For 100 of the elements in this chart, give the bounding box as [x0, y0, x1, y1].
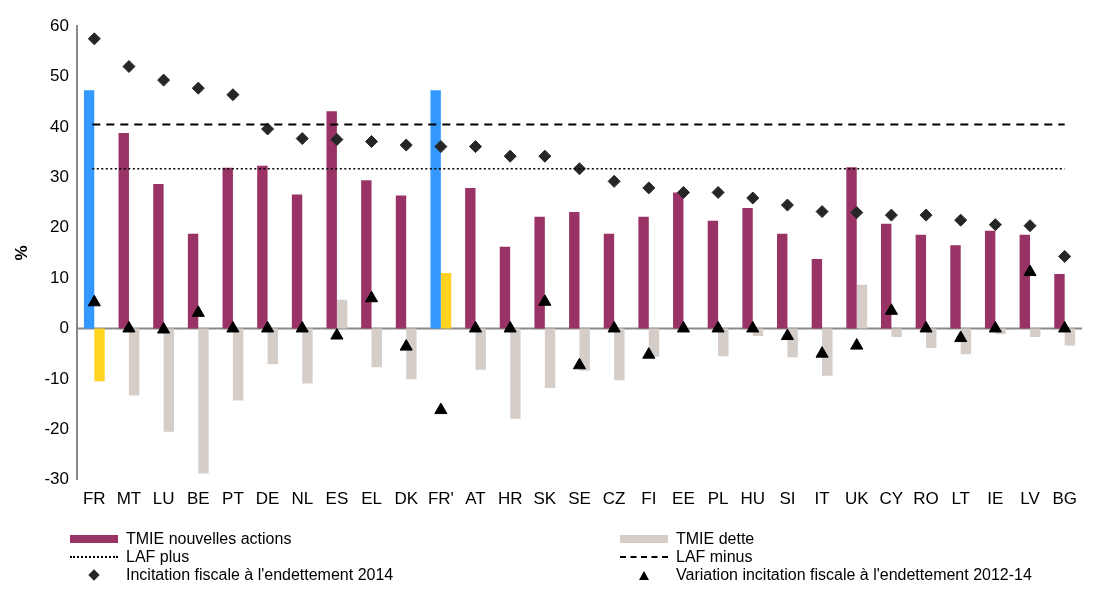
bar	[811, 258, 823, 329]
point	[87, 32, 101, 46]
point	[503, 320, 517, 333]
legend-label: LAF minus	[676, 548, 753, 566]
point	[1058, 249, 1072, 263]
point	[884, 303, 898, 315]
bar	[707, 220, 719, 329]
x-tick-label: LU	[152, 489, 175, 509]
bar	[846, 167, 857, 329]
bar	[153, 183, 164, 329]
y-tick-label: -30	[44, 469, 69, 489]
y-tick-label: 10	[50, 267, 69, 287]
bar	[1030, 328, 1041, 338]
point	[295, 320, 309, 333]
bar	[406, 328, 417, 380]
x-tick-label: HR	[497, 489, 523, 509]
bar	[83, 90, 95, 329]
x-tick-label: DE	[255, 489, 280, 509]
y-tick-label: 60	[50, 15, 69, 35]
point	[157, 73, 171, 87]
y-tick-label: 20	[50, 217, 69, 237]
bar	[395, 195, 407, 329]
bar	[880, 223, 892, 329]
x-tick-label: CZ	[602, 489, 626, 509]
bar	[257, 165, 268, 329]
point	[330, 328, 344, 340]
point	[330, 133, 344, 147]
bar	[1019, 234, 1031, 329]
point	[850, 206, 864, 220]
point	[261, 122, 275, 136]
point	[399, 339, 413, 351]
x-tick-label: FR'	[427, 489, 454, 509]
bar	[118, 133, 129, 329]
bar	[742, 208, 753, 329]
x-tick-label: IE	[987, 489, 1004, 509]
point	[572, 357, 587, 370]
legend-label: TMIE nouvelles actions	[126, 530, 292, 548]
bar	[984, 230, 996, 329]
point	[850, 338, 864, 350]
bar	[336, 299, 348, 329]
bar	[579, 328, 590, 371]
point	[365, 135, 379, 149]
bar	[1054, 274, 1065, 329]
point	[676, 320, 691, 333]
point	[676, 185, 690, 199]
x-tick-label: SE	[568, 489, 591, 509]
point	[919, 208, 933, 222]
point	[157, 321, 171, 334]
bar	[673, 192, 684, 329]
point	[1023, 264, 1037, 277]
bar	[718, 328, 729, 357]
x-tick-label: CY	[879, 489, 904, 509]
y-tick-label: 50	[50, 66, 69, 86]
x-tick-label: SK	[533, 489, 557, 509]
bar	[614, 328, 625, 381]
x-tick-label: UK	[844, 489, 870, 509]
x-tick-label: DK	[394, 489, 419, 509]
point	[122, 320, 136, 333]
x-tick-label: NL	[291, 489, 314, 509]
point	[746, 320, 760, 333]
bar	[430, 90, 441, 329]
point	[884, 208, 898, 222]
bar	[544, 328, 556, 388]
bar	[777, 233, 788, 329]
x-tick-label: LV	[1020, 489, 1041, 509]
point	[503, 149, 517, 163]
point	[538, 294, 552, 306]
point	[711, 185, 725, 199]
point	[295, 132, 309, 146]
legend-label: Variation incitation fiscale à l'endettement 2012-14	[676, 566, 1032, 584]
point	[954, 213, 968, 227]
x-tick-label: ES	[325, 489, 349, 509]
bar	[361, 180, 372, 329]
legend-label: Incitation fiscale à l'endettement 2014	[126, 566, 394, 584]
x-tick-label: HU	[740, 489, 766, 509]
point	[815, 346, 829, 358]
x-tick-label: IT	[814, 489, 830, 509]
point	[642, 181, 656, 195]
y-axis-title: %	[11, 245, 31, 261]
point	[607, 174, 621, 188]
bar	[163, 328, 175, 432]
x-tick-label: PT	[222, 489, 244, 509]
x-tick-label: EE	[672, 489, 695, 509]
point	[468, 320, 483, 333]
bar	[510, 328, 521, 419]
bar	[128, 328, 140, 396]
point	[1023, 219, 1037, 233]
bar	[950, 245, 961, 329]
point	[780, 328, 794, 341]
point	[191, 305, 205, 317]
bar	[222, 167, 233, 329]
bar	[371, 328, 382, 368]
x-tick-label: MT	[116, 489, 142, 509]
bar	[198, 328, 209, 474]
point	[226, 88, 240, 102]
x-tick-label: BE	[186, 489, 210, 509]
y-tick-label: -20	[44, 418, 69, 438]
point	[87, 294, 101, 307]
point	[469, 140, 483, 154]
legend-label: LAF plus	[126, 548, 190, 566]
